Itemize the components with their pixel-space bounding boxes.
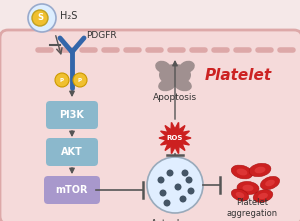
Text: P: P xyxy=(60,78,64,82)
Ellipse shape xyxy=(237,169,248,175)
Ellipse shape xyxy=(159,64,191,86)
Circle shape xyxy=(188,187,194,194)
FancyBboxPatch shape xyxy=(0,30,300,221)
Circle shape xyxy=(164,200,170,206)
Text: mTOR: mTOR xyxy=(56,185,88,195)
Ellipse shape xyxy=(158,79,176,91)
Ellipse shape xyxy=(253,190,273,202)
Polygon shape xyxy=(159,122,191,154)
Ellipse shape xyxy=(265,180,275,186)
Circle shape xyxy=(182,170,188,177)
Ellipse shape xyxy=(249,163,271,177)
Ellipse shape xyxy=(237,181,259,194)
Circle shape xyxy=(179,196,187,202)
Circle shape xyxy=(160,189,167,196)
Text: Apoptosis: Apoptosis xyxy=(153,93,197,101)
Ellipse shape xyxy=(255,167,266,173)
Ellipse shape xyxy=(155,61,171,73)
Text: P: P xyxy=(78,78,82,82)
Circle shape xyxy=(28,4,56,32)
Ellipse shape xyxy=(258,193,268,199)
Circle shape xyxy=(185,177,193,183)
Text: AKT: AKT xyxy=(61,147,83,157)
Text: Platelet
aggregation: Platelet aggregation xyxy=(226,198,278,218)
Text: ROS: ROS xyxy=(167,135,183,141)
FancyBboxPatch shape xyxy=(46,138,98,166)
Text: H₂S: H₂S xyxy=(60,11,77,21)
Circle shape xyxy=(158,177,164,183)
Text: Platelet: Platelet xyxy=(204,67,272,82)
Circle shape xyxy=(175,183,182,191)
Text: PDGFR: PDGFR xyxy=(86,32,117,40)
Ellipse shape xyxy=(236,192,244,198)
Circle shape xyxy=(167,170,173,177)
Ellipse shape xyxy=(231,189,249,201)
Ellipse shape xyxy=(260,176,280,190)
Text: S: S xyxy=(37,13,43,23)
Circle shape xyxy=(32,10,48,26)
Ellipse shape xyxy=(231,165,253,179)
Ellipse shape xyxy=(179,61,195,73)
Ellipse shape xyxy=(174,79,192,91)
Text: Autophagy: Autophagy xyxy=(150,219,200,221)
Text: PI3K: PI3K xyxy=(60,110,84,120)
FancyBboxPatch shape xyxy=(44,176,100,204)
Ellipse shape xyxy=(242,185,253,191)
Circle shape xyxy=(55,73,69,87)
FancyBboxPatch shape xyxy=(46,101,98,129)
Circle shape xyxy=(73,73,87,87)
Circle shape xyxy=(147,157,203,213)
